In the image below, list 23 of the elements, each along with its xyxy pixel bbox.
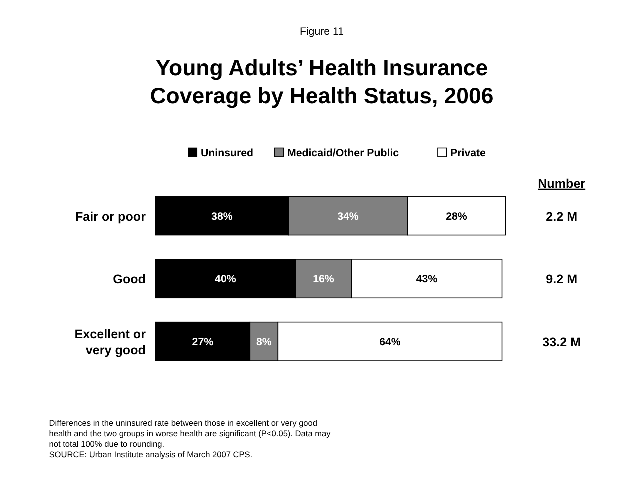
data-label: 8%: [256, 336, 272, 349]
text: 33.2 M: [542, 336, 582, 350]
y-tick-label: Excellent or very good: [74, 327, 146, 358]
text: 2.2 M: [546, 210, 578, 224]
data-label: 27%: [192, 336, 214, 349]
text: Number: [538, 176, 586, 191]
data-label: 40%: [215, 274, 237, 286]
legend-label: Uninsured: [201, 147, 254, 160]
legend-label: Private: [450, 147, 486, 160]
data-label: 28%: [446, 210, 468, 223]
legend-label: Medicaid/Other Public: [287, 147, 400, 160]
data-label: 43%: [416, 274, 438, 286]
data-label: 16%: [313, 274, 335, 286]
text: 9.2 M: [546, 272, 578, 287]
chart-title: Young Adults’ Health Insurance Coverage by Health Status, 2006: [150, 56, 494, 109]
y-tick-label: Good: [113, 272, 146, 287]
data-label: 64%: [380, 336, 402, 349]
data-label: 34%: [338, 210, 360, 223]
data-label: 38%: [212, 210, 234, 223]
y-tick-label: Fair or poor: [75, 210, 146, 224]
source-note: SOURCE: Urban Institute analysis of March 2007 CPS.: [49, 450, 253, 460]
chart-subtitle: Figure 11: [300, 26, 344, 38]
text: Differences in the uninsured rate between those in excellent or very good health and the two groups in worse health are significant (P<0.05). Data may not total 100% due to rounding.: [49, 418, 332, 450]
